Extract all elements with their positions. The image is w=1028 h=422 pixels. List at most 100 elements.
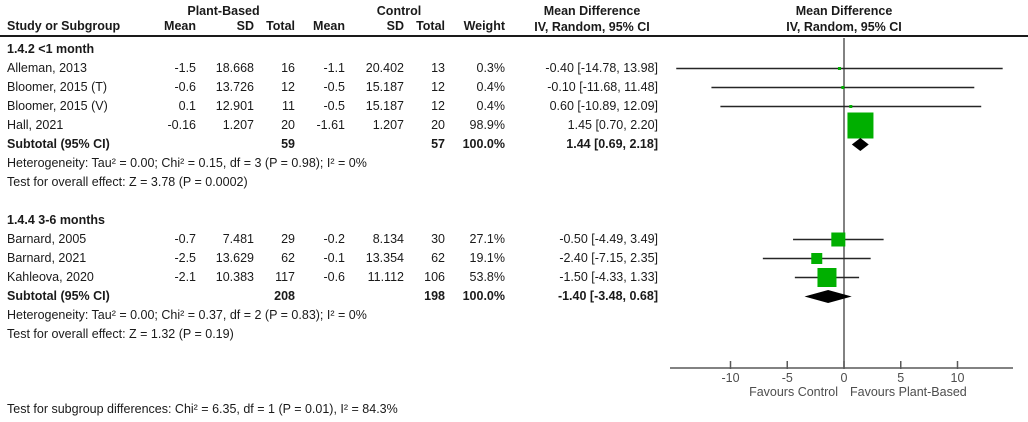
study-row-total1: 62 xyxy=(281,251,295,265)
study-row-total2: 20 xyxy=(431,118,445,132)
subgroup-label-2: 1.4.4 3-6 months xyxy=(7,213,105,227)
effect-square xyxy=(831,232,846,247)
col-control-total: Total xyxy=(416,19,445,33)
study-row-weight: 27.1% xyxy=(469,232,505,246)
study-row: Bloomer, 2015 (T) -0.6 13.726 12 -0.5 15.187 1… xyxy=(0,78,680,97)
subgroup-label-1: 1.4.2 <1 month xyxy=(7,42,95,56)
study-row-mean1: -0.16 xyxy=(167,118,197,132)
header-divider xyxy=(0,35,1028,37)
study-row: Barnard, 2021 -2.5 13.629 62 -0.1 13.354 62 19.… xyxy=(0,249,680,268)
subtotal-row-weight: 100.0% xyxy=(462,289,505,303)
study-row-mean2: -0.6 xyxy=(323,270,345,284)
subtotal-row-study: Subtotal (95% CI) xyxy=(7,137,110,151)
subtotal-row-sd1 xyxy=(198,287,256,306)
study-row-total1: 16 xyxy=(281,61,295,75)
study-row-study: Barnard, 2005 xyxy=(7,232,87,246)
study-row-ci: -2.40 [-7.15, 2.35] xyxy=(559,251,658,265)
study-row-mean1: -0.7 xyxy=(174,232,196,246)
axis-tick-label: 0 xyxy=(841,371,848,385)
study-row-mean1: 0.1 xyxy=(178,99,196,113)
subtotal-row-sd2 xyxy=(347,287,406,306)
study-row-sd1: 12.901 xyxy=(215,99,254,113)
study-row-sd1: 7.481 xyxy=(222,232,254,246)
subtotal-row-total2: 57 xyxy=(431,137,445,151)
col-study-or-subgroup: Study or Subgroup xyxy=(7,19,121,33)
subtotal-row-mean2 xyxy=(297,287,347,306)
subtotal-row-ci: 1.44 [0.69, 2.18] xyxy=(566,137,658,151)
study-row-mean1: -2.1 xyxy=(174,270,196,284)
favours-right-label: Favours Plant-Based xyxy=(850,385,967,399)
study-row-total2: 12 xyxy=(431,99,445,113)
study-row-mean2: -0.5 xyxy=(323,99,345,113)
study-row: Alleman, 2013 -1.5 18.668 16 -1.1 20.402 13 0.3… xyxy=(0,59,680,78)
table-body: 1.4.2 <1 month Alleman, 2013 -1.5 18.668 16 -… xyxy=(0,40,680,363)
axis-tick-label: 5 xyxy=(897,371,904,385)
col-plant-mean: Mean xyxy=(164,19,196,33)
subtotal-row-total1: 208 xyxy=(274,289,295,303)
study-row-mean2: -1.61 xyxy=(316,118,346,132)
study-row-total2: 13 xyxy=(431,61,445,75)
study-row-sd2: 13.354 xyxy=(365,251,404,265)
effect-square xyxy=(817,268,837,287)
study-row-study: Alleman, 2013 xyxy=(7,61,87,75)
effect-square xyxy=(849,105,853,108)
subtotal-row-sd2 xyxy=(347,135,406,154)
study-row-mean2: -0.2 xyxy=(323,232,345,246)
heterogeneity-note: Heterogeneity: Tau² = 0.00; Chi² = 0.15,… xyxy=(7,156,367,170)
study-row-weight: 53.8% xyxy=(469,270,505,284)
md-text-title: Mean Difference xyxy=(543,4,641,18)
study-row-mean1: -2.5 xyxy=(174,251,196,265)
subtotal-row-mean1 xyxy=(150,287,198,306)
study-row-ci: 0.60 [-10.89, 12.09] xyxy=(549,99,658,113)
study-row-study: Kahleova, 2020 xyxy=(7,270,94,284)
study-row-total1: 29 xyxy=(281,232,295,246)
subtotal-row-sd1 xyxy=(198,135,256,154)
effect-square xyxy=(837,67,841,70)
study-row-total1: 117 xyxy=(275,270,295,284)
study-row-sd2: 15.187 xyxy=(365,99,404,113)
plant-based-group-header: Plant-Based xyxy=(187,4,260,18)
study-row-weight: 0.4% xyxy=(476,99,506,113)
study-row: Bloomer, 2015 (V) 0.1 12.901 11 -0.5 15.187 12… xyxy=(0,97,680,116)
study-row-sd1: 18.668 xyxy=(215,61,254,75)
study-row-mean2: -0.5 xyxy=(323,80,345,94)
subtotal-row-mean1 xyxy=(150,135,198,154)
study-row-weight: 0.3% xyxy=(476,61,506,75)
col-plant-sd: SD xyxy=(236,19,254,33)
column-header-row: Study or Subgroup Mean SD Total Mean SD … xyxy=(0,17,660,35)
study-row-ci: -0.40 [-14.78, 13.98] xyxy=(545,61,658,75)
study-row: Kahleova, 2020 -2.1 10.383 117 -0.6 11.112 106… xyxy=(0,268,680,287)
heterogeneity-note: Heterogeneity: Tau² = 0.00; Chi² = 0.37,… xyxy=(7,308,367,322)
md-plot-method: IV, Random, 95% CI xyxy=(786,20,902,34)
axis-tick-label: 10 xyxy=(951,371,965,385)
study-row-study: Hall, 2021 xyxy=(7,118,64,132)
control-group-header: Control xyxy=(376,4,422,18)
md-plot-title: Mean Difference xyxy=(795,4,893,18)
axis-tick-label: -5 xyxy=(782,371,793,385)
subtotal-row: Subtotal (95% CI) 59 57 100.0% 1.44 [0.69, 2… xyxy=(0,135,680,154)
study-row-sd2: 20.402 xyxy=(365,61,404,75)
study-row-total2: 12 xyxy=(431,80,445,94)
study-row-study: Barnard, 2021 xyxy=(7,251,87,265)
mean-difference-column-header: Mean Difference IV, Random, 95% CI xyxy=(507,3,677,35)
study-row-sd1: 10.383 xyxy=(215,270,254,284)
study-row-weight: 98.9% xyxy=(469,118,505,132)
subtotal-row-mean2 xyxy=(297,135,347,154)
study-row-sd1: 13.629 xyxy=(215,251,254,265)
overall-effect-note: Test for overall effect: Z = 3.78 (P = 0… xyxy=(7,175,248,189)
subtotal-diamond xyxy=(804,290,852,303)
subtotal-row-total1: 59 xyxy=(281,137,295,151)
subtotal-row: Subtotal (95% CI) 208 198 100.0% -1.40 [-3.4… xyxy=(0,287,680,306)
study-row-ci: -0.10 [-11.68, 11.48] xyxy=(547,80,658,94)
study-row-total2: 106 xyxy=(424,270,445,284)
study-row-sd2: 1.207 xyxy=(372,118,404,132)
overall-effect-note: Test for overall effect: Z = 1.32 (P = 0… xyxy=(7,327,234,341)
study-row-sd2: 15.187 xyxy=(365,80,404,94)
study-row-sd1: 1.207 xyxy=(222,118,254,132)
study-row-ci: 1.45 [0.70, 2.20] xyxy=(567,118,658,132)
spacer-row xyxy=(0,192,680,211)
subtotal-row-ci: -1.40 [-3.48, 0.68] xyxy=(557,289,658,303)
study-row-study: Bloomer, 2015 (T) xyxy=(7,80,108,94)
axis-tick-label: -10 xyxy=(721,371,739,385)
